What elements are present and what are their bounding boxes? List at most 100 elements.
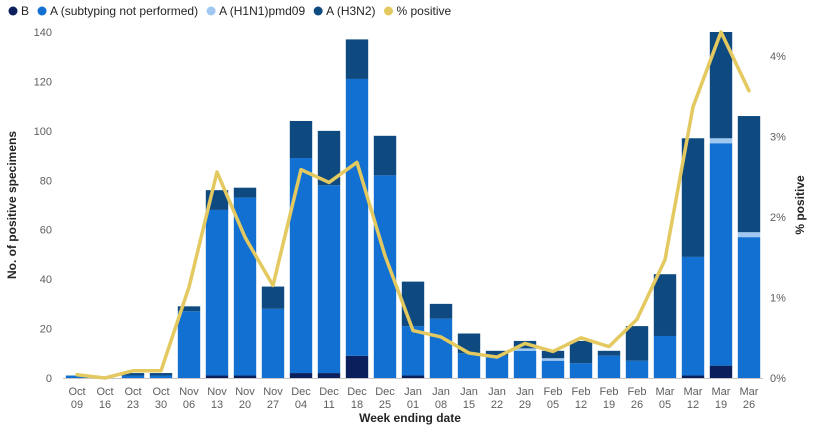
x-tick-day: 19 bbox=[715, 399, 727, 411]
bar-segment-a-h3n2 bbox=[149, 373, 173, 376]
bar-segment-a-h3n2 bbox=[177, 306, 201, 312]
y-tick-label: 20 bbox=[40, 324, 52, 336]
x-tick-month: Mar bbox=[684, 386, 703, 398]
x-tick-day: 29 bbox=[519, 399, 531, 411]
bar-segment-a-h3n2 bbox=[485, 350, 509, 356]
y-axis: 0 20 40 60 80 100 120 140 bbox=[34, 27, 52, 385]
bar-segment-a-subtyping-not-performed bbox=[429, 318, 453, 378]
bar-segment-a-subtyping-not-performed bbox=[261, 308, 285, 378]
bar-segment-b bbox=[401, 375, 425, 378]
bar-segment-a-subtyping-not-performed bbox=[317, 185, 341, 374]
x-tick-month: Feb bbox=[628, 386, 647, 398]
x-tick-day: 18 bbox=[351, 399, 363, 411]
bar-segment-a-subtyping-not-performed bbox=[625, 360, 649, 378]
x-tick-day: 20 bbox=[239, 399, 251, 411]
legend-marker bbox=[37, 6, 47, 16]
x-tick-day: 05 bbox=[659, 399, 671, 411]
y-tick-label: 0 bbox=[46, 373, 52, 385]
bar-segment-a-h3n2 bbox=[289, 120, 313, 159]
y-tick-label: 80 bbox=[40, 175, 52, 187]
bar-segment-a-h3n2 bbox=[597, 350, 621, 356]
bar-segment-a-subtyping-not-performed bbox=[681, 256, 705, 376]
x-tick-month: Jan bbox=[516, 386, 534, 398]
bar-segment-a-h3n2 bbox=[541, 350, 565, 359]
x-tick-month: Dec bbox=[319, 386, 339, 398]
bar-segment-b bbox=[205, 375, 229, 378]
legend-label: B bbox=[21, 4, 29, 18]
bar-segment-a-subtyping-not-performed bbox=[121, 375, 145, 378]
x-tick-month: Oct bbox=[96, 386, 113, 398]
bar-segment-a-subtyping-not-performed bbox=[513, 350, 537, 378]
bar-segment-a-subtyping-not-performed bbox=[653, 335, 677, 378]
bar-segment-a-subtyping-not-performed bbox=[569, 363, 593, 378]
bar-segment-a-h3n2 bbox=[401, 281, 425, 327]
secondary-y-axis: 0% 1% 2% 3% 4% bbox=[770, 51, 786, 385]
bar-segment-b bbox=[681, 375, 705, 378]
x-tick-day: 26 bbox=[743, 399, 755, 411]
x-tick-month: Jan bbox=[488, 386, 506, 398]
bar-segment-a-h3n2 bbox=[373, 135, 397, 176]
x-tick-day: 08 bbox=[435, 399, 447, 411]
legend-marker bbox=[8, 6, 18, 16]
x-tick-month: Mar bbox=[740, 386, 759, 398]
bar-segment-a-h3n2 bbox=[569, 340, 593, 364]
bar-segment-b bbox=[345, 355, 369, 378]
legend-label: A (H3N2) bbox=[326, 4, 375, 18]
x-tick-day: 13 bbox=[211, 399, 223, 411]
legend-marker bbox=[384, 6, 393, 16]
x-tick-month: Dec bbox=[347, 386, 367, 398]
bar-segment-a-subtyping-not-performed bbox=[737, 237, 761, 378]
bar-segment-a-subtyping-not-performed bbox=[709, 143, 733, 366]
bar-segment-a-subtyping-not-performed bbox=[373, 175, 397, 378]
x-tick-month: Feb bbox=[600, 386, 619, 398]
bar-segment-a-h1n1-pmd09 bbox=[737, 232, 761, 238]
x-tick-day: 19 bbox=[603, 399, 615, 411]
bar-segment-a-h3n2 bbox=[429, 303, 453, 319]
bar-segment-a-h3n2 bbox=[345, 39, 369, 79]
bar-segment-a-h3n2 bbox=[121, 373, 145, 376]
x-tick-month: Nov bbox=[179, 386, 199, 398]
bar-segment-a-subtyping-not-performed bbox=[345, 78, 369, 356]
x-tick-day: 15 bbox=[463, 399, 475, 411]
x-tick-month: Feb bbox=[572, 386, 591, 398]
y2-tick-label: 0% bbox=[770, 373, 786, 385]
legend-label: % positive bbox=[397, 4, 452, 18]
x-tick-month: Jan bbox=[404, 386, 422, 398]
y2-tick-label: 2% bbox=[770, 212, 786, 224]
bar-segment-a-subtyping-not-performed bbox=[485, 355, 509, 378]
bar-segment-a-h3n2 bbox=[261, 286, 285, 309]
y-tick-label: 120 bbox=[34, 76, 52, 88]
x-tick-day: 26 bbox=[631, 399, 643, 411]
x-tick-day: 25 bbox=[379, 399, 391, 411]
bar-segment-a-subtyping-not-performed bbox=[233, 197, 257, 376]
x-tick-day: 30 bbox=[155, 399, 167, 411]
x-axis: Oct09Oct16Oct23Oct30Nov06Nov13Nov20Nov27… bbox=[63, 378, 763, 411]
y-tick-label: 60 bbox=[40, 225, 52, 237]
bar-segment-a-h3n2 bbox=[681, 138, 705, 257]
bar-segment-a-subtyping-not-performed bbox=[289, 158, 313, 374]
legend-label: A (subtyping not performed) bbox=[50, 4, 198, 18]
bar-segment-a-h3n2 bbox=[625, 326, 649, 361]
legend-marker bbox=[206, 6, 216, 16]
bar-segment-a-h1n1-pmd09 bbox=[541, 358, 565, 361]
x-tick-month: Mar bbox=[656, 386, 675, 398]
percent-positive-line bbox=[75, 30, 751, 380]
bar-segment-b bbox=[289, 373, 313, 378]
bar-segment-a-subtyping-not-performed bbox=[541, 360, 565, 378]
y-tick-label: 40 bbox=[40, 274, 52, 286]
x-tick-day: 12 bbox=[687, 399, 699, 411]
bar-segment-a-subtyping-not-performed bbox=[149, 375, 173, 378]
bars bbox=[65, 32, 761, 378]
y2-tick-label: 3% bbox=[770, 132, 786, 144]
x-tick-month: Nov bbox=[263, 386, 283, 398]
x-tick-day: 04 bbox=[295, 399, 307, 411]
x-tick-day: 01 bbox=[407, 399, 419, 411]
bar-segment-a-subtyping-not-performed bbox=[401, 326, 425, 376]
bar-segment-a-subtyping-not-performed bbox=[205, 209, 229, 376]
y-tick-label: 140 bbox=[34, 27, 52, 39]
bar-segment-a-h3n2 bbox=[233, 187, 257, 198]
x-tick-month: Oct bbox=[68, 386, 85, 398]
bar-segment-a-subtyping-not-performed bbox=[597, 355, 621, 378]
x-tick-month: Jan bbox=[432, 386, 450, 398]
